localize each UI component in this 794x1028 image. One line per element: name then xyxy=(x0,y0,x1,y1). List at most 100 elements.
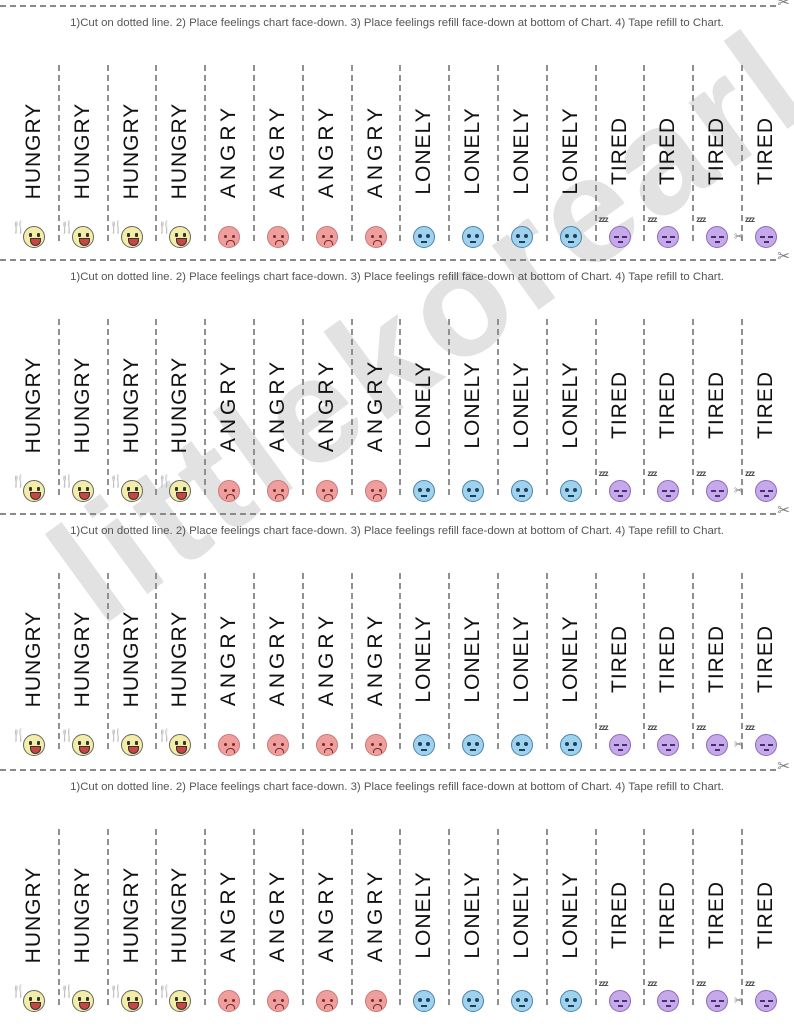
fork-spoon-icon: 🍴 xyxy=(157,220,173,234)
strip-cut-line xyxy=(692,65,695,241)
zzz-icon: zzz xyxy=(696,215,706,224)
feeling-strip-tired: TIRED zzz xyxy=(596,319,644,504)
strip-cut-line xyxy=(741,65,743,241)
refill-sheet: ✂ 1)Cut on dotted line. 2) Place feelings… xyxy=(0,0,794,257)
feeling-label: TIRED xyxy=(656,625,680,693)
strip-cut-line xyxy=(301,319,304,495)
feeling-strip-hungry: HUNGRY 🍴 xyxy=(59,319,107,504)
feeling-strip-lonely: LONELY xyxy=(547,573,595,758)
fork-spoon-icon: 🍴 xyxy=(11,474,26,488)
strip-cut-line xyxy=(594,573,597,749)
feeling-label: TIRED xyxy=(656,881,680,949)
strip-cut-line xyxy=(204,319,207,495)
angry-face-icon xyxy=(218,480,241,502)
tired-face-icon xyxy=(657,990,680,1012)
lonely-face-icon xyxy=(413,734,436,756)
angry-face-icon xyxy=(364,734,387,756)
tired-face-icon xyxy=(706,734,729,756)
feeling-label: HUNGRY xyxy=(119,866,143,964)
fork-spoon-icon: 🍴 xyxy=(108,220,124,234)
instructions-text: 1)Cut on dotted line. 2) Place feelings … xyxy=(70,17,724,29)
feeling-strip-lonely: LONELY xyxy=(449,65,497,250)
strip-cut-line xyxy=(741,573,743,749)
tired-face-icon xyxy=(608,480,631,502)
angry-face-icon xyxy=(315,734,338,756)
feeling-label: ANGRY xyxy=(314,103,338,199)
angry-face-icon xyxy=(315,480,338,502)
zzz-icon: zzz xyxy=(598,979,609,988)
feeling-strip-angry: ANGRY xyxy=(352,829,400,1014)
tired-face-icon xyxy=(706,226,729,248)
feeling-strip-lonely: LONELY xyxy=(498,65,546,250)
zzz-icon: zzz xyxy=(745,215,755,224)
feeling-label: TIRED xyxy=(705,625,729,693)
lonely-face-icon xyxy=(559,734,582,756)
feeling-strip-hungry: HUNGRY 🍴 xyxy=(108,65,156,250)
strip-cut-line xyxy=(545,829,548,1005)
strip-cut-line xyxy=(57,573,60,749)
strip-cut-line xyxy=(155,573,158,749)
feeling-strip-tired: TIRED zzz xyxy=(644,319,692,504)
feeling-strip-tired: TIRED zzz xyxy=(644,65,692,250)
feeling-strip-tired: TIRED zzz xyxy=(693,573,741,758)
hungry-face-icon xyxy=(120,734,143,756)
refill-sheet: ✂ 1)Cut on dotted line. 2) Place feelings… xyxy=(0,249,794,511)
strip-cut-line xyxy=(350,573,353,749)
fork-spoon-icon: 🍴 xyxy=(157,984,173,998)
feeling-label: LONELY xyxy=(510,361,533,449)
strip-cut-line xyxy=(106,319,109,495)
strip-cut-line xyxy=(350,65,353,241)
fork-spoon-icon: 🍴 xyxy=(59,220,75,234)
strip-cut-line xyxy=(545,65,548,241)
strip-cut-line xyxy=(497,319,499,495)
tired-face-icon xyxy=(608,226,631,248)
feeling-label: HUNGRY xyxy=(168,356,192,454)
strip-cut-line xyxy=(57,65,60,241)
feeling-label: TIRED xyxy=(705,371,729,439)
feeling-label: ANGRY xyxy=(217,103,241,199)
scissors-icon: ✂ xyxy=(734,485,744,497)
strip-cut-line xyxy=(741,319,743,495)
strip-cut-line xyxy=(253,319,255,495)
feeling-label: HUNGRY xyxy=(22,866,45,964)
feeling-strip-hungry: HUNGRY 🍴 xyxy=(156,319,204,504)
feeling-label: LONELY xyxy=(510,615,533,703)
feeling-label: TIRED xyxy=(656,371,680,439)
fork-spoon-icon: 🍴 xyxy=(108,728,124,742)
scissors-icon: ✂ xyxy=(734,995,744,1007)
tired-face-icon xyxy=(706,990,729,1012)
feeling-strip-angry: ANGRY xyxy=(303,573,351,758)
feeling-strips: HUNGRY 🍴 HUNGRY 🍴 HUNGRY 🍴 HUNGRY 🍴 ANGRY ANGRY AN… xyxy=(10,65,794,250)
feeling-strip-lonely: LONELY xyxy=(498,829,546,1014)
feeling-strips: HUNGRY 🍴 HUNGRY 🍴 HUNGRY 🍴 HUNGRY 🍴 ANGRY ANGRY AN… xyxy=(10,573,794,758)
lonely-face-icon xyxy=(559,226,582,248)
feeling-strip-angry: ANGRY xyxy=(352,573,400,758)
feeling-strip-hungry: HUNGRY 🍴 xyxy=(156,65,204,250)
fork-spoon-icon: 🍴 xyxy=(11,220,26,234)
feeling-label: HUNGRY xyxy=(168,610,192,708)
angry-face-icon xyxy=(315,990,338,1012)
strip-cut-line xyxy=(57,319,60,495)
instructions-text: 1)Cut on dotted line. 2) Place feelings … xyxy=(70,271,724,283)
feeling-label: LONELY xyxy=(558,107,582,195)
zzz-icon: zzz xyxy=(647,469,657,478)
tired-face-icon xyxy=(608,734,631,756)
feeling-label: TIRED xyxy=(705,881,729,949)
strip-cut-line xyxy=(155,65,158,241)
feeling-label: HUNGRY xyxy=(168,866,192,964)
zzz-icon: zzz xyxy=(647,723,657,732)
feeling-label: LONELY xyxy=(558,615,582,703)
feeling-strip-tired: TIRED zzz xyxy=(596,65,644,250)
strip-cut-line xyxy=(448,829,451,1005)
feeling-label: TIRED xyxy=(607,117,631,185)
fork-spoon-icon: 🍴 xyxy=(11,728,26,742)
feeling-label: LONELY xyxy=(461,107,485,195)
feeling-label: HUNGRY xyxy=(22,610,45,708)
tired-face-icon xyxy=(706,480,729,502)
feeling-strip-tired: TIRED zzz ✂ xyxy=(734,573,790,758)
scissors-icon: ✂ xyxy=(734,231,744,243)
strip-cut-line xyxy=(545,319,548,495)
feeling-strip-tired: TIRED zzz ✂ xyxy=(734,65,790,250)
scissors-icon: ✂ xyxy=(734,739,744,751)
hungry-face-icon xyxy=(23,226,45,248)
